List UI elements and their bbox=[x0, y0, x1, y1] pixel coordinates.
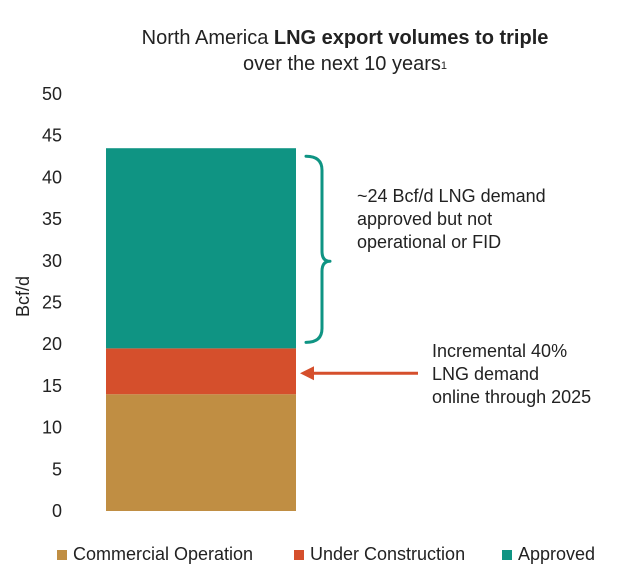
bar-segment bbox=[106, 148, 296, 349]
annotation-construction-line: Incremental 40% bbox=[432, 341, 567, 361]
title-prefix: North America bbox=[141, 27, 274, 49]
footnote-marker: 1 bbox=[440, 60, 447, 72]
legend-swatch bbox=[57, 549, 67, 560]
y-tick-label: 45 bbox=[42, 126, 62, 146]
title-line-2-text: over the next 10 years bbox=[242, 53, 441, 75]
annotation-approved-line: ~24 Bcf/d LNG demand bbox=[357, 186, 546, 206]
arrow-head bbox=[300, 366, 314, 381]
y-tick-label: 5 bbox=[52, 459, 62, 479]
y-tick-label: 35 bbox=[42, 209, 62, 229]
annotation-construction-line: online through 2025 bbox=[432, 387, 591, 407]
annotation-approved-line: approved but not bbox=[357, 209, 492, 229]
bar-segment bbox=[106, 348, 296, 395]
annotation-approved-line: operational or FID bbox=[357, 232, 501, 252]
y-tick-label: 10 bbox=[42, 418, 62, 438]
legend-item: Commercial Operation bbox=[57, 544, 253, 565]
y-tick-label: 40 bbox=[42, 167, 62, 187]
legend-swatch bbox=[294, 549, 304, 560]
y-axis-label: Bcf/d bbox=[13, 276, 33, 317]
y-tick-label: 15 bbox=[42, 376, 62, 396]
chart-title-line-2: over the next 10 years1 bbox=[0, 52, 640, 76]
y-tick-label: 25 bbox=[42, 293, 62, 313]
legend-label: Commercial Operation bbox=[73, 544, 254, 564]
bar-segment bbox=[106, 394, 296, 511]
legend-label: Under Construction bbox=[310, 544, 466, 564]
y-tick-label: 20 bbox=[42, 334, 62, 354]
legend-label: Approved bbox=[518, 544, 596, 564]
annotation-construction-line: LNG demand bbox=[432, 364, 539, 384]
legend-swatch bbox=[502, 549, 512, 560]
legend-item: Under Construction bbox=[294, 544, 465, 565]
y-tick-label: 50 bbox=[42, 84, 62, 104]
legend-item: Approved bbox=[502, 544, 595, 565]
chart-title-line-1: North America LNG export volumes to trip… bbox=[0, 26, 640, 50]
y-tick-label: 0 bbox=[52, 501, 62, 521]
title-bold: LNG export volumes to triple bbox=[273, 27, 549, 49]
chart-legend: Commercial Operation Under Construction Ap… bbox=[0, 544, 640, 568]
y-tick-label: 30 bbox=[42, 251, 62, 271]
bracket-approved bbox=[304, 154, 332, 344]
